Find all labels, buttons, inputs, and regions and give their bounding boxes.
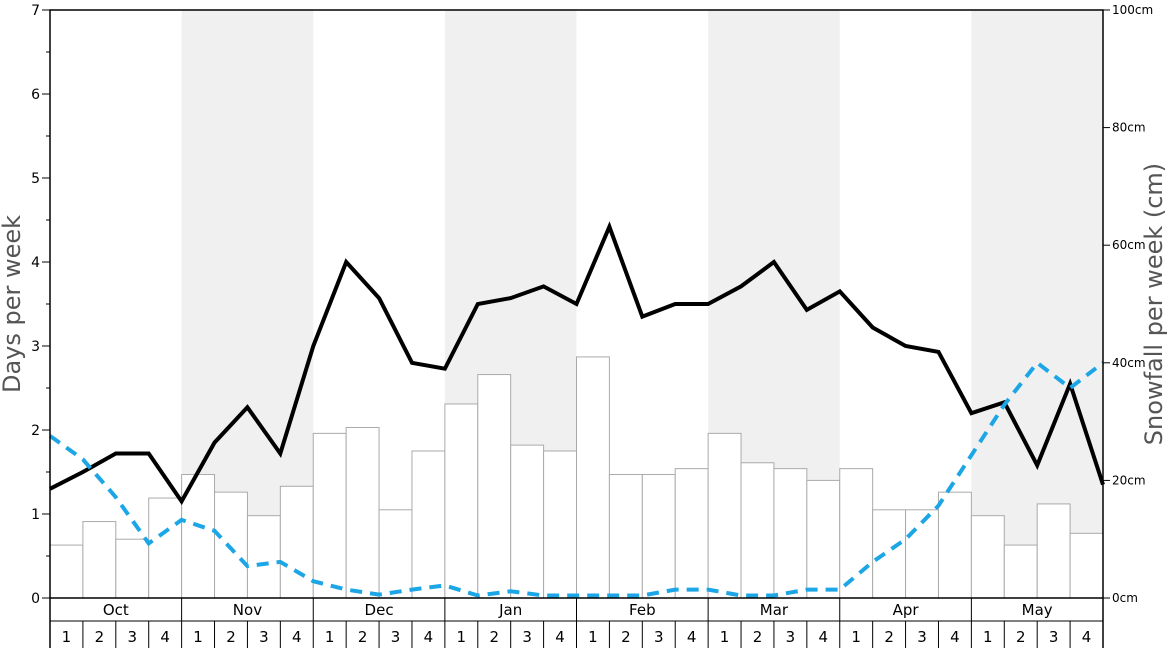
right-tick-label: 20cm xyxy=(1112,473,1146,487)
week-label: 3 xyxy=(654,628,664,646)
left-tick-label: 3 xyxy=(31,339,40,355)
week-label: 2 xyxy=(884,628,894,646)
month-label: Apr xyxy=(893,601,920,619)
right-tick-label: 80cm xyxy=(1112,121,1146,135)
snowfall-bar xyxy=(115,538,150,599)
week-label: 4 xyxy=(950,628,960,646)
right-tick-label: 0cm xyxy=(1112,591,1138,605)
x-axis: Oct 1 2 3 4 Nov 1 2 3 4 Dec 1 2 3 4 Jan 1 2 3 4 Feb 1 2 3 4 Mar 1 2… xyxy=(49,598,1104,648)
left-axis: 0 1 2 3 4 5 6 7 xyxy=(31,3,50,607)
solid-line-series xyxy=(49,221,1105,506)
week-label: 1 xyxy=(851,628,861,646)
snowfall-bar xyxy=(937,491,972,599)
snowfall-bar xyxy=(839,468,874,599)
week-label: 3 xyxy=(259,628,269,646)
left-tick-label: 0 xyxy=(31,591,40,607)
week-label: 4 xyxy=(424,628,434,646)
snowfall-bar xyxy=(806,479,841,599)
snowfall-bars xyxy=(49,356,1104,599)
week-label: 1 xyxy=(588,628,598,646)
week-label: 3 xyxy=(786,628,796,646)
left-tick-label: 6 xyxy=(31,87,40,103)
snowfall-bar xyxy=(1036,503,1071,599)
week-label: 4 xyxy=(555,628,565,646)
snowfall-bar xyxy=(707,432,742,599)
week-label: 1 xyxy=(193,628,203,646)
snowfall-bar xyxy=(148,497,183,599)
month-label: May xyxy=(1022,601,1053,619)
week-label: 3 xyxy=(391,628,401,646)
week-label: 4 xyxy=(292,628,302,646)
week-label: 3 xyxy=(1049,628,1059,646)
right-axis-title: Snowfall per week (cm) xyxy=(1140,163,1168,445)
week-label: 4 xyxy=(819,628,829,646)
snowfall-bar xyxy=(444,403,479,599)
month-label: Jan xyxy=(498,601,522,619)
snowfall-bar xyxy=(49,544,84,599)
right-tick-label: 100cm xyxy=(1112,3,1153,17)
snowfall-bar xyxy=(905,509,939,599)
right-tick-label: 40cm xyxy=(1112,356,1146,370)
snowfall-bar xyxy=(214,491,248,599)
snowfall-bar xyxy=(477,374,512,599)
month-label: Oct xyxy=(103,601,129,619)
week-label: 1 xyxy=(325,628,335,646)
snowfall-bar xyxy=(608,474,643,599)
snowfall-bar xyxy=(246,515,281,599)
snowfall-bar xyxy=(345,426,380,599)
snowfall-bar xyxy=(872,509,907,599)
week-label: 1 xyxy=(720,628,730,646)
snowfall-bar xyxy=(773,468,808,599)
snowfall-bar xyxy=(279,485,314,599)
snowfall-bar xyxy=(543,450,577,599)
snowfall-bar xyxy=(576,356,610,599)
month-label: Feb xyxy=(629,601,656,619)
week-label: 2 xyxy=(358,628,368,646)
right-tick-label: 60cm xyxy=(1112,238,1146,252)
month-band xyxy=(971,10,1103,598)
snowfall-bar xyxy=(1069,532,1104,599)
snowfall-bar xyxy=(378,509,413,599)
snowfall-bar xyxy=(641,474,676,599)
month-label: Mar xyxy=(760,601,789,619)
left-axis-title: Days per week xyxy=(0,215,26,393)
month-label: Dec xyxy=(365,601,394,619)
week-label: 4 xyxy=(160,628,170,646)
week-label: 3 xyxy=(917,628,927,646)
snowfall-bar xyxy=(82,521,117,599)
left-tick-label: 4 xyxy=(31,255,40,271)
left-tick-label: 5 xyxy=(31,171,40,187)
week-label: 4 xyxy=(1082,628,1092,646)
left-tick-label: 2 xyxy=(31,423,40,439)
left-tick-label: 7 xyxy=(31,3,40,19)
snowfall-bar xyxy=(740,462,775,599)
dashed-line-series xyxy=(48,360,1105,598)
week-label: 1 xyxy=(62,628,72,646)
week-label: 4 xyxy=(687,628,697,646)
month-label: Nov xyxy=(233,601,262,619)
week-label: 1 xyxy=(983,628,993,646)
snowfall-bar xyxy=(312,432,347,599)
snowfall-bar xyxy=(674,468,709,599)
week-label: 2 xyxy=(621,628,631,646)
snowfall-bar xyxy=(1003,544,1038,599)
week-label: 2 xyxy=(95,628,105,646)
week-label: 2 xyxy=(1016,628,1026,646)
week-label: 2 xyxy=(226,628,236,646)
snowfall-bar xyxy=(970,515,1005,599)
week-label: 2 xyxy=(753,628,763,646)
week-label: 3 xyxy=(127,628,137,646)
snowfall-bar xyxy=(510,444,545,599)
left-tick-label: 1 xyxy=(31,507,40,523)
week-label: 2 xyxy=(489,628,499,646)
snowfall-bar xyxy=(411,450,446,599)
week-label: 1 xyxy=(457,628,467,646)
right-axis: 0cm 20cm 40cm 60cm 80cm 100cm xyxy=(1103,3,1153,605)
week-label: 3 xyxy=(522,628,532,646)
data-lines xyxy=(48,221,1105,598)
